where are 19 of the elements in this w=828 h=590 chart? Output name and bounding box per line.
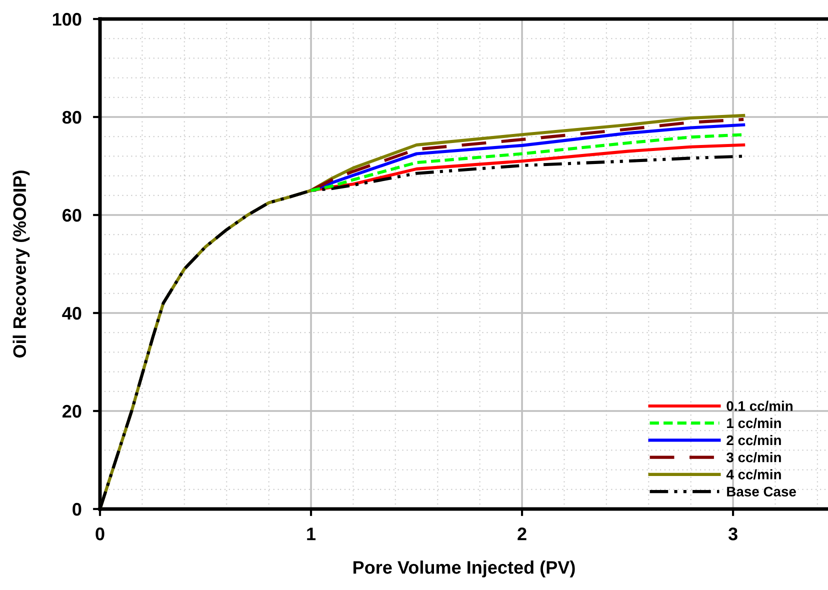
line-series bbox=[309, 143, 746, 192]
x-tick-label: 2 bbox=[518, 528, 526, 540]
legend-label: 1 cc/min bbox=[727, 418, 781, 428]
y-tick-label: 40 bbox=[62, 306, 82, 320]
y-tick-label: 20 bbox=[62, 404, 82, 418]
x-axis-title: Pore Volume Injected (PV) bbox=[354, 560, 575, 578]
y-tick-label: 80 bbox=[62, 110, 82, 124]
x-tick-label: 0 bbox=[96, 528, 104, 540]
legend-label: 3 cc/min bbox=[726, 452, 781, 462]
y-axis-title: Oil Recovery (%OOIP) bbox=[12, 170, 30, 358]
y-tick-label: 0 bbox=[72, 502, 82, 516]
x-tick-label: 3 bbox=[728, 528, 738, 540]
y-tick-label: 100 bbox=[52, 12, 82, 26]
legend-label: 0.1 cc/min bbox=[726, 400, 792, 412]
legend-label: Base Case bbox=[727, 486, 796, 497]
legend-label: 2 cc/min bbox=[726, 434, 781, 446]
x-tick-label: 1 bbox=[307, 528, 316, 540]
y-tick-label: 60 bbox=[62, 208, 82, 222]
legend-label: 4 cc/min bbox=[726, 469, 781, 480]
